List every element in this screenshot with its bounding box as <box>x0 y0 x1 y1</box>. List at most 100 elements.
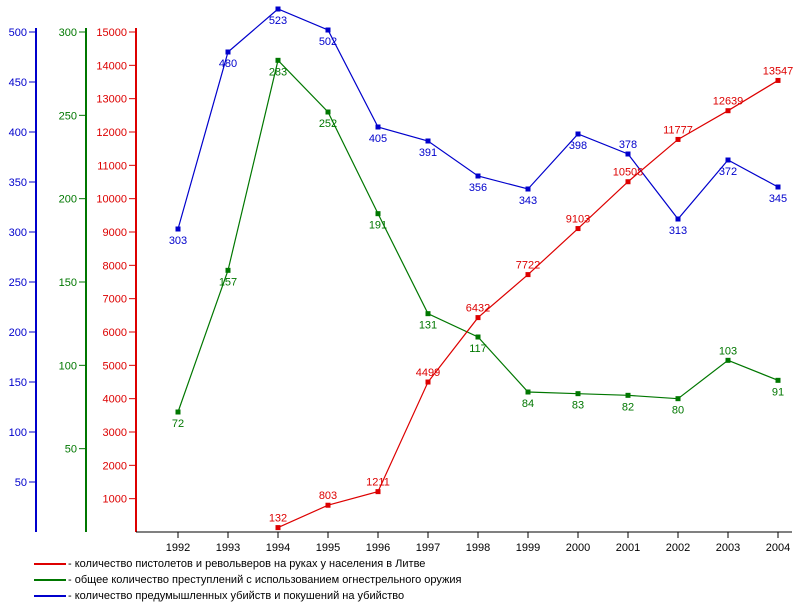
blue-data-point <box>275 6 281 12</box>
red-y-tick-label: 10000 <box>96 194 127 206</box>
blue-data-label: 343 <box>519 195 537 207</box>
green-y-tick-label: 200 <box>59 194 77 206</box>
blue-data-label: 378 <box>619 139 637 151</box>
red-data-label: 11777 <box>663 124 693 136</box>
red-data-label: 9103 <box>566 214 590 226</box>
red-data-label: 803 <box>319 490 337 502</box>
green-data-label: 80 <box>672 405 684 417</box>
blue-data-point <box>425 138 431 144</box>
red-data-point <box>475 315 481 321</box>
blue-y-tick-label: 500 <box>9 27 27 39</box>
x-tick-label: 1996 <box>366 542 390 554</box>
red-data-point <box>675 136 681 142</box>
green-data-point <box>375 211 381 217</box>
blue-data-label: 391 <box>419 147 437 159</box>
blue-y-tick-label: 250 <box>9 277 27 289</box>
red-data-point <box>775 77 781 83</box>
green-data-label: 82 <box>622 401 634 413</box>
green-data-point <box>425 311 431 317</box>
red-y-tick-label: 11000 <box>97 160 127 172</box>
green-y-tick-label: 250 <box>59 110 77 122</box>
blue-y-tick-label: 450 <box>9 77 27 89</box>
blue-data-point <box>175 226 181 232</box>
red-y-tick-label: 12000 <box>96 127 127 139</box>
legend-label: - количество предумышленных убийств и по… <box>68 590 405 602</box>
blue-y-tick-label: 150 <box>9 377 27 389</box>
blue-data-point <box>375 124 381 130</box>
green-data-point <box>675 396 681 402</box>
x-tick-label: 1999 <box>516 542 540 554</box>
red-y-tick-label: 9000 <box>103 227 127 239</box>
green-data-label: 103 <box>719 345 737 357</box>
green-data-point <box>625 392 631 398</box>
red-series-line <box>277 79 779 529</box>
green-series-line <box>177 59 779 413</box>
legend-swatch-green <box>34 579 66 581</box>
red-data-point <box>525 272 531 278</box>
blue-data-label: 502 <box>319 36 337 48</box>
blue-data-point <box>675 216 681 222</box>
red-data-point <box>325 502 331 508</box>
red-data-label: 7722 <box>516 260 540 272</box>
green-data-label: 252 <box>319 118 337 130</box>
green-y-tick-label: 50 <box>65 444 77 456</box>
red-data-label: 12639 <box>713 96 744 108</box>
blue-y-tick-label: 100 <box>9 427 27 439</box>
x-tick-label: 2002 <box>666 542 690 554</box>
blue-data-point <box>225 49 231 55</box>
x-tick-label: 2003 <box>716 542 740 554</box>
green-data-label: 72 <box>172 418 184 430</box>
x-tick-label: 1994 <box>266 542 290 554</box>
red-data-point <box>275 525 281 531</box>
green-data-point <box>225 267 231 273</box>
blue-y-tick-label: 350 <box>9 177 27 189</box>
legend-swatch-red <box>34 563 66 565</box>
blue-data-label: 398 <box>569 140 587 152</box>
blue-y-tick-label: 50 <box>15 477 27 489</box>
blue-series-line <box>177 8 779 230</box>
green-data-label: 283 <box>269 66 287 78</box>
red-data-point <box>425 379 431 385</box>
legend-label: - количество пистолетов и револьверов на… <box>68 558 426 570</box>
green-data-label: 157 <box>219 276 237 288</box>
blue-y-tick-label: 400 <box>9 127 27 139</box>
red-data-label: 13547 <box>763 65 794 77</box>
green-data-point <box>325 109 331 115</box>
green-y-tick-label: 100 <box>59 360 77 372</box>
green-data-label: 191 <box>369 220 387 232</box>
red-data-label: 10508 <box>613 167 644 179</box>
green-data-point <box>275 57 281 63</box>
x-tick-label: 1997 <box>416 542 440 554</box>
green-data-label: 83 <box>572 400 584 412</box>
green-data-point <box>575 391 581 397</box>
x-tick-label: 2000 <box>566 542 590 554</box>
red-data-point <box>575 226 581 232</box>
blue-y-tick-label: 300 <box>9 227 27 239</box>
x-tick-label: 1995 <box>316 542 340 554</box>
red-y-tick-label: 14000 <box>96 60 127 72</box>
red-y-tick-label: 2000 <box>103 460 127 472</box>
red-data-label: 1211 <box>366 477 390 489</box>
blue-data-label: 372 <box>719 166 737 178</box>
red-data-label: 132 <box>269 513 287 525</box>
x-tick-label: 1993 <box>216 542 240 554</box>
red-data-point <box>725 108 731 114</box>
x-tick-label: 1992 <box>166 542 190 554</box>
legend-label: - общее количество преступлений с исполь… <box>68 574 462 586</box>
green-y-tick-label: 300 <box>59 27 77 39</box>
blue-data-label: 523 <box>269 15 287 27</box>
red-y-tick-label: 5000 <box>103 360 127 372</box>
line-chart: 50 100 150 200 250 300 350 400 450 500 50 100 150 200… <box>9 6 794 554</box>
blue-data-point <box>575 131 581 137</box>
red-data-point <box>375 489 381 495</box>
blue-data-label: 345 <box>769 193 787 205</box>
green-y-tick-label: 150 <box>59 277 77 289</box>
green-data-label: 84 <box>522 398 534 410</box>
blue-data-point <box>475 173 481 179</box>
blue-data-label: 356 <box>469 182 487 194</box>
blue-data-label: 303 <box>169 235 187 247</box>
green-data-point <box>525 389 531 395</box>
red-y-tick-label: 13000 <box>96 94 127 106</box>
blue-data-point <box>325 27 331 33</box>
green-data-point <box>775 377 781 383</box>
